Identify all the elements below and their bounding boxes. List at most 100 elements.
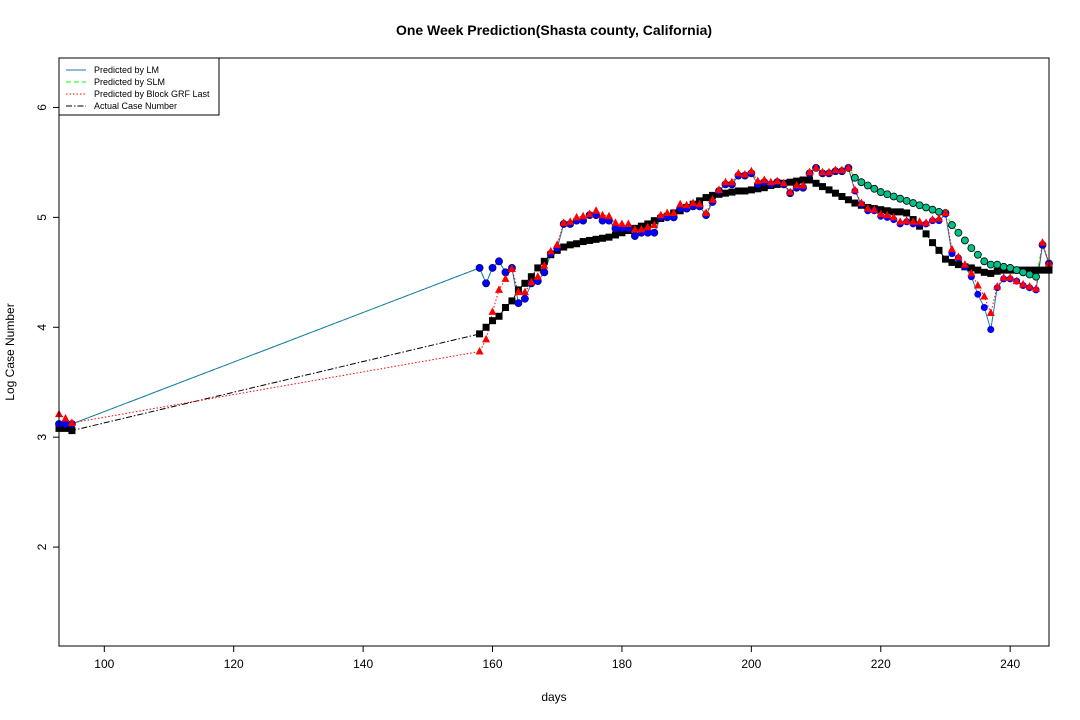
data-point-slm xyxy=(909,199,918,207)
data-point-grf xyxy=(1032,284,1041,292)
data-point-actual xyxy=(501,303,509,311)
data-point-grf xyxy=(592,206,601,214)
chart-title: One Week Prediction(Shasta county, Calif… xyxy=(396,22,712,38)
y-tick-label: 4 xyxy=(35,324,49,331)
data-point-slm xyxy=(863,181,872,190)
data-point-slm xyxy=(876,188,885,196)
data-point-lm xyxy=(514,299,522,307)
data-point-actual xyxy=(967,264,975,272)
legend-label-3: Actual Case Number xyxy=(94,101,177,111)
data-point-grf xyxy=(630,225,639,233)
data-point-grf xyxy=(67,418,76,426)
data-point-grf xyxy=(624,219,633,227)
data-point-grf xyxy=(786,187,795,196)
data-point-grf xyxy=(488,307,497,315)
data-point-actual xyxy=(890,208,898,216)
legend-label-2: Predicted by Block GRF Last xyxy=(94,89,210,99)
data-point-actual xyxy=(734,187,742,195)
data-point-slm xyxy=(1019,268,1028,277)
data-point-grf xyxy=(973,281,982,289)
data-point-grf xyxy=(889,212,898,221)
data-point-grf xyxy=(941,208,950,216)
legend: Predicted by LM Predicted by SLM Predicted… xyxy=(58,57,220,116)
data-point-actual xyxy=(702,194,710,202)
data-point-grf xyxy=(986,308,995,316)
data-point-grf xyxy=(611,218,620,226)
data-point-actual xyxy=(812,179,820,187)
data-point-slm xyxy=(889,192,898,201)
plot-frame xyxy=(58,57,1050,647)
data-point-grf xyxy=(993,282,1002,290)
data-point-grf xyxy=(708,195,717,203)
data-point-slm xyxy=(850,173,859,182)
data-point-lm xyxy=(482,279,490,287)
data-point-actual xyxy=(954,261,962,269)
data-point-grf xyxy=(999,273,1008,281)
data-point-grf xyxy=(967,268,976,277)
data-point-slm xyxy=(948,221,956,229)
data-point-actual xyxy=(566,241,574,249)
data-point-grf xyxy=(734,168,743,177)
data-point-actual xyxy=(573,240,581,248)
data-point-grf xyxy=(740,170,749,178)
data-point-grf xyxy=(753,176,762,185)
data-point-lm xyxy=(501,268,509,276)
data-point-grf xyxy=(501,274,510,282)
data-point-actual xyxy=(721,189,729,197)
data-point-actual xyxy=(611,231,619,239)
x-tick-label: 140 xyxy=(353,657,373,671)
data-point-actual xyxy=(534,264,542,272)
y-tick-label: 3 xyxy=(35,434,49,441)
data-point-actual xyxy=(476,330,484,338)
data-point-actual xyxy=(599,234,607,242)
legend-label-0: Predicted by LM xyxy=(94,65,159,75)
data-point-grf xyxy=(863,204,872,212)
data-point-grf xyxy=(947,244,956,253)
data-point-actual xyxy=(987,269,995,277)
data-point-grf xyxy=(507,264,516,272)
data-point-actual xyxy=(903,209,911,217)
data-point-grf xyxy=(883,210,892,219)
data-point-actual xyxy=(838,192,846,200)
data-point-grf xyxy=(572,212,581,221)
data-point-lm xyxy=(611,224,619,232)
data-point-grf xyxy=(902,216,911,224)
data-point-grf xyxy=(805,167,814,176)
data-point-grf xyxy=(812,163,821,171)
data-point-actual xyxy=(482,323,490,331)
data-point-grf xyxy=(553,240,562,248)
data-point-slm xyxy=(1006,264,1015,272)
data-point-actual xyxy=(844,196,852,204)
data-point-grf xyxy=(747,166,756,175)
data-point-grf xyxy=(475,347,484,355)
data-point-grf xyxy=(870,205,879,213)
data-point-grf xyxy=(857,198,866,207)
data-point-grf xyxy=(909,217,918,225)
y-tick-label: 6 xyxy=(35,104,49,111)
data-point-grf xyxy=(1012,276,1021,285)
data-point-grf xyxy=(760,175,769,183)
data-point-actual xyxy=(980,268,988,276)
data-point-grf xyxy=(818,167,827,176)
data-point-grf xyxy=(727,177,736,186)
data-point-grf xyxy=(779,178,788,187)
series-line-2 xyxy=(58,167,1050,424)
data-point-actual xyxy=(605,233,613,241)
y-tick-label: 5 xyxy=(35,214,49,221)
data-point-slm xyxy=(967,244,976,253)
data-point-grf xyxy=(766,177,775,186)
data-point-actual xyxy=(61,424,69,432)
data-point-lm xyxy=(489,264,497,272)
data-point-grf xyxy=(1038,238,1047,246)
data-point-grf xyxy=(928,215,937,223)
data-point-actual xyxy=(1026,266,1034,274)
data-point-grf xyxy=(695,199,704,208)
data-point-lm xyxy=(650,229,658,237)
data-point-grf xyxy=(792,181,801,189)
data-point-actual xyxy=(831,189,839,197)
data-point-actual xyxy=(495,312,503,320)
data-point-actual xyxy=(851,199,859,207)
